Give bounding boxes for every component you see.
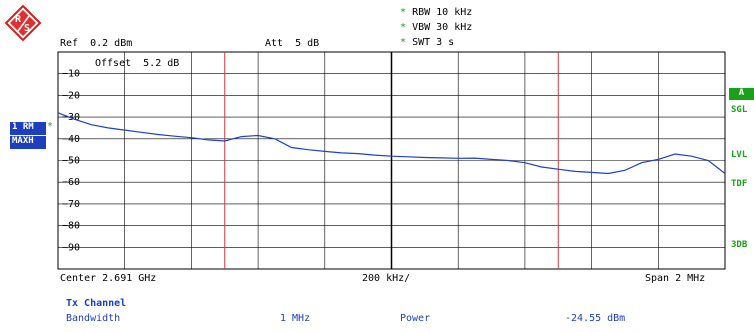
power-label: Power <box>400 313 431 324</box>
y-tick-label: −50 <box>62 156 80 167</box>
trace <box>57 112 726 175</box>
star-icon: * <box>400 37 407 48</box>
trace-mode[interactable]: MAXH <box>10 136 46 149</box>
y-tick-label: −70 <box>62 199 80 210</box>
svg-text:S: S <box>24 23 30 34</box>
trace-line <box>57 112 726 175</box>
y-tick-label: −90 <box>62 242 80 253</box>
y-tick-label: −30 <box>62 112 80 123</box>
trace-star-icon: * <box>47 121 54 132</box>
swt-setting: * SWT 3 s <box>400 37 454 48</box>
vbw-setting: * VBW 30 kHz <box>400 22 472 33</box>
rbw-label: RBW 10 kHz <box>412 7 473 18</box>
rbw-setting: * RBW 10 kHz <box>400 7 472 18</box>
y-tick-label: −10 <box>62 69 80 80</box>
3db-indicator: 3DB <box>731 240 748 250</box>
swt-label: SWT 3 s <box>412 37 455 48</box>
y-tick-label: −40 <box>62 134 80 145</box>
offset-label: Offset 5.2 dB <box>95 58 180 69</box>
trace-a-badge[interactable]: A <box>729 88 754 100</box>
y-tick-label: −20 <box>62 90 80 101</box>
star-icon: * <box>400 7 407 18</box>
center-frequency: Center 2.691 GHz <box>60 273 157 284</box>
y-tick-label: −60 <box>62 177 80 188</box>
bandwidth-value: 1 MHz <box>280 313 311 324</box>
per-division: 200 kHz/ <box>362 273 411 284</box>
ref-level: Ref 0.2 dBm <box>60 38 133 49</box>
y-tick-label: −80 <box>62 221 80 232</box>
plot-frame <box>57 51 726 270</box>
tdf-indicator: TDF <box>731 179 748 189</box>
y-tick-labels: −10 −20 −30 −40 −50 −60 −70 −80 −90 <box>62 69 80 254</box>
channel-lines <box>224 52 559 269</box>
star-icon: * <box>400 22 407 33</box>
grid <box>57 51 726 270</box>
svg-text:R: R <box>15 14 22 25</box>
attenuation: Att 5 dB <box>265 38 320 49</box>
bandwidth-label: Bandwidth <box>66 313 121 324</box>
span-value: Span 2 MHz <box>645 273 706 284</box>
power-value: -24.55 dBm <box>565 313 626 324</box>
sgl-indicator: SGL <box>731 105 748 115</box>
rohde-schwarz-logo: R S <box>4 4 42 42</box>
lvl-indicator: LVL <box>731 150 748 160</box>
channel-title: Tx Channel <box>66 298 127 309</box>
trace-label[interactable]: 1 RM <box>10 122 46 135</box>
vbw-label: VBW 30 kHz <box>412 22 473 33</box>
